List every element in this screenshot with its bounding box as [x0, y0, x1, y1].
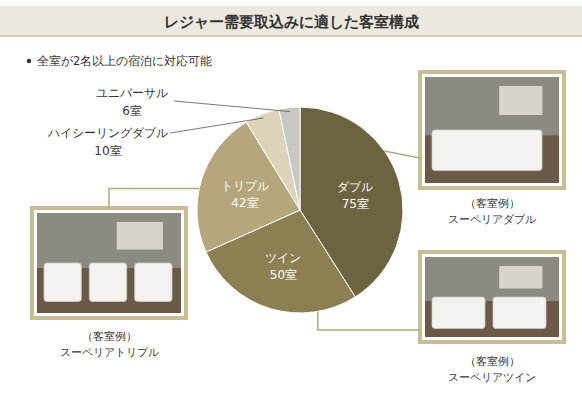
photo-window [117, 222, 163, 250]
photo-frame [420, 252, 564, 342]
caption-text: スーペリアダブル [448, 213, 536, 226]
slice-label: ユニバーサル [96, 86, 168, 100]
caption-label: （客室例） [82, 330, 137, 343]
photo-window [499, 86, 542, 115]
photo-wall [425, 77, 559, 183]
title: レジャー需要取込みに適した客室構成 [164, 13, 419, 31]
connector [318, 311, 420, 330]
title-rule [0, 36, 582, 37]
photos: （客室例） スーペリアダブル （客室例） スーペリアツイン （客室例） スーペリアトリプル [32, 72, 564, 384]
bullet [27, 59, 31, 63]
photo-bed [89, 263, 126, 302]
caption-label: （客室例） [465, 355, 520, 368]
chart: レジャー需要取込みに適した客室構成全室が2名以上の宿泊に対応可能ダブル 75室ツイ… [0, 0, 582, 396]
photo-frame [32, 208, 186, 318]
slice-label: ツイン [265, 251, 301, 265]
pie [197, 107, 403, 313]
leader-line [170, 118, 263, 133]
connector [384, 151, 420, 158]
slice-value: 10室 [94, 144, 121, 158]
title-band [0, 6, 582, 36]
slice-value: 50室 [270, 268, 297, 282]
photo-bed [44, 263, 81, 302]
slice-value: 6室 [122, 104, 142, 118]
connector [109, 189, 199, 208]
connectors [109, 151, 420, 330]
slice-value: 75室 [342, 197, 369, 211]
photo-wall [37, 213, 181, 313]
slice-label: トリプル [221, 179, 269, 193]
slice-label: ダブル [337, 180, 373, 194]
photo-bed [432, 130, 542, 171]
photo-wall [425, 257, 559, 337]
subtitle: 全室が2名以上の宿泊に対応可能 [37, 54, 212, 68]
photo-bed [135, 263, 172, 302]
slice-value: 42室 [231, 196, 258, 210]
photo-frame [420, 72, 564, 188]
slice-label: ハイシーリングダブル [47, 126, 168, 140]
photo-window [499, 266, 542, 289]
caption-text: スーペリアトリプル [60, 346, 159, 359]
photo-bed [432, 297, 485, 329]
slice [279, 107, 300, 210]
photo-bed [493, 297, 546, 329]
leader-line [174, 101, 290, 112]
caption-label: （客室例） [465, 197, 520, 210]
caption-text: スーペリアツイン [448, 371, 536, 384]
